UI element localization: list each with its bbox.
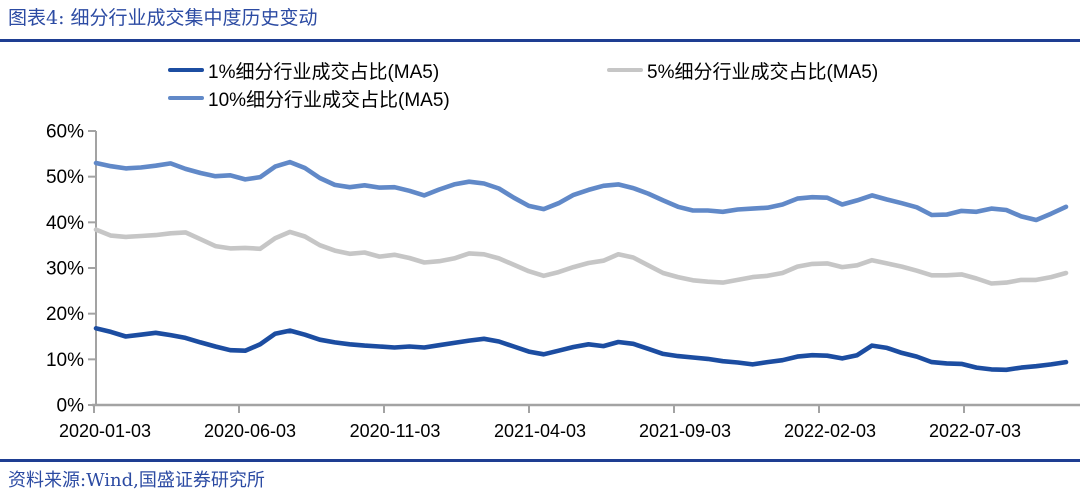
legend-item-10pct: 10%细分行业成交占比(MA5) (168, 86, 450, 111)
line-chart: 0% 10% 20% 30% 40% 50% 60% 2020-01-03 2020-06-03… (0, 110, 1080, 458)
y-tick-label: 40% (46, 213, 84, 234)
x-tick-label: 2020-11-03 (350, 421, 441, 441)
footer-rule (0, 459, 1080, 462)
x-tick-label: 2020-06-03 (204, 421, 296, 441)
x-tick-label: 2021-09-03 (639, 421, 731, 441)
y-tick-label: 30% (46, 259, 84, 280)
legend-label-5pct: 5%细分行业成交占比(MA5) (647, 61, 879, 83)
chart-svg: 0% 10% 20% 30% 40% 50% 60% 2020-01-03 2020-06-03… (46, 122, 1080, 441)
y-tick-label: 50% (46, 167, 84, 188)
header-rule (0, 39, 1080, 42)
legend-label-1pct: 1%细分行业成交占比(MA5) (208, 61, 440, 83)
x-tick-label: 2020-01-03 (59, 421, 151, 441)
x-tick-label: 2022-02-03 (784, 421, 876, 441)
y-tick-label: 10% (46, 350, 84, 371)
series-line-1 (93, 227, 1069, 286)
legend-item-5pct: 5%细分行业成交占比(MA5) (607, 58, 879, 83)
x-tick-label: 2021-04-03 (494, 421, 586, 441)
legend-swatch-5pct (607, 68, 643, 72)
x-tick-label: 2022-07-03 (929, 421, 1021, 441)
series-line-0 (93, 326, 1069, 373)
figure-title: 图表4: 细分行业成交集中度历史变动 (8, 7, 318, 29)
source-note: 资料来源:Wind,国盛证券研究所 (8, 470, 265, 491)
legend-label-10pct: 10%细分行业成交占比(MA5) (208, 89, 450, 111)
y-tick-label: 0% (57, 396, 85, 417)
legend-swatch-1pct (168, 68, 204, 72)
y-tick-label: 60% (46, 122, 84, 143)
y-tick-label: 20% (46, 304, 84, 325)
legend-swatch-10pct (168, 96, 204, 100)
series-line-2 (93, 159, 1069, 223)
legend-item-1pct: 1%细分行业成交占比(MA5) (168, 58, 440, 83)
